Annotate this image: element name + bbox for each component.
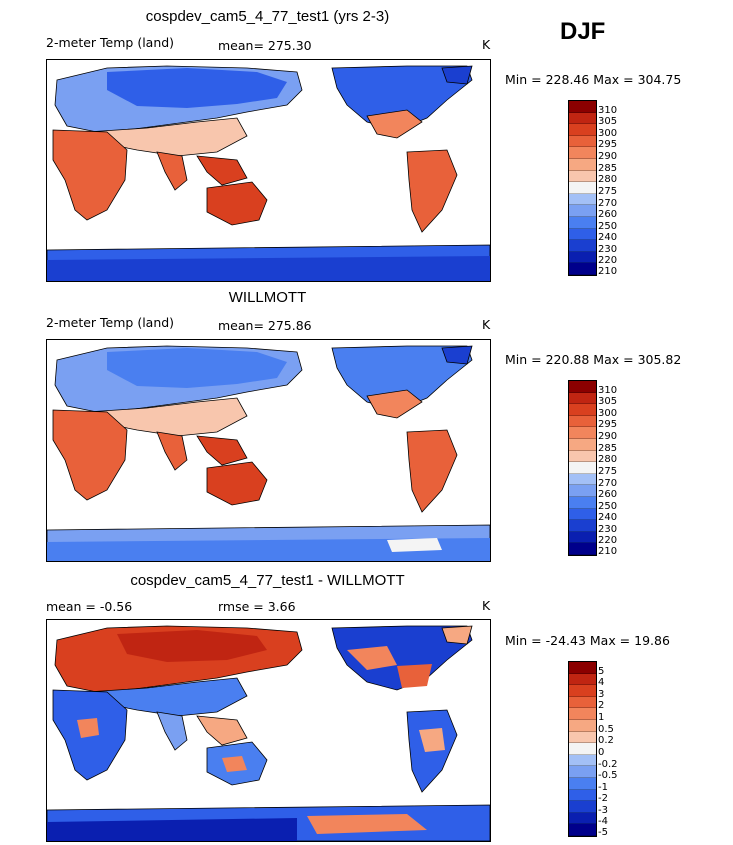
panel-1-tick: 285 [598,163,618,174]
panel-2-tick: 290 [598,431,618,442]
panel-1-tick: 290 [598,151,618,162]
panel-2-tick: 285 [598,443,618,454]
panel-3-map [46,619,491,842]
panel-1-map [46,59,491,282]
panel-3-tick: 3 [598,689,605,700]
panel-1-tick: 240 [598,232,618,243]
panel-2-tick: 295 [598,419,618,430]
panel-3-tick: 2 [598,700,605,711]
panel-3-tick: -0.5 [598,770,618,781]
panel-1-tick: 310 [598,105,618,116]
panel-1-tick: 250 [598,221,618,232]
panel-2-minmax: Min = 220.88 Max = 305.82 [505,352,682,367]
panel-1-colorbar [568,100,597,276]
panel-2-tick: 280 [598,454,618,465]
panel-1-tick: 295 [598,139,618,150]
panel-1-tick: 305 [598,116,618,127]
panel-3-tick: 4 [598,677,605,688]
panel-1-minmax: Min = 228.46 Max = 304.75 [505,72,682,87]
panel-3-units: K [482,598,491,613]
panel-3-tick: 0.2 [598,735,614,746]
panel-3-rmse: rmse = 3.66 [218,599,296,614]
season-label: DJF [560,18,606,45]
panel-3-tick: -1 [598,782,608,793]
panel-2-tick: 310 [598,385,618,396]
panel-3-colorbar [568,661,597,837]
panel-2-tick: 300 [598,408,618,419]
panel-3-tick: 5 [598,666,605,677]
panel-1-tick: 280 [598,174,618,185]
panel-3-tick: -2 [598,793,608,804]
panel-2-variable-label: 2-meter Temp (land) [46,315,175,330]
panel-2-mean: mean= 275.86 [218,318,312,333]
panel-3-minmax: Min = -24.43 Max = 19.86 [505,633,670,648]
panel-2-tick: 250 [598,501,618,512]
panel-1-tick: 260 [598,209,618,220]
panel-1-title: cospdev_cam5_4_77_test1 (yrs 2-3) [145,8,390,25]
panel-3-tick: -5 [598,827,608,838]
panel-2-tick: 275 [598,466,618,477]
panel-3-tick: -0.2 [598,759,618,770]
panel-2-map [46,339,491,562]
panel-3-tick: 0.5 [598,724,614,735]
panel-2-tick: 230 [598,524,618,535]
panel-1-tick: 270 [598,198,618,209]
panel-2-tick: 260 [598,489,618,500]
panel-1-mean: mean= 275.30 [218,38,312,53]
panel-3-title: cospdev_cam5_4_77_test1 - WILLMOTT [130,572,405,589]
panel-1-tick: 275 [598,186,618,197]
panel-1-tick: 220 [598,255,618,266]
panel-3-mean: mean = -0.56 [46,599,133,614]
panel-3-tick: -4 [598,816,608,827]
panel-1-tick: 300 [598,128,618,139]
panel-2-tick: 210 [598,546,618,557]
panel-3-tick: 1 [598,712,605,723]
panel-1-tick: 230 [598,244,618,255]
panel-1-tick: 210 [598,266,618,277]
panel-2-tick: 220 [598,535,618,546]
panel-2-tick: 270 [598,478,618,489]
panel-3-tick: 0 [598,747,605,758]
panel-2-tick: 240 [598,512,618,523]
panel-2-title: WILLMOTT [228,289,307,306]
panel-2-tick: 305 [598,396,618,407]
panel-3-tick: -3 [598,805,608,816]
panel-2-units: K [482,317,491,332]
panel-1-units: K [482,37,491,52]
panel-2-colorbar [568,380,597,556]
panel-1-variable-label: 2-meter Temp (land) [46,35,175,50]
